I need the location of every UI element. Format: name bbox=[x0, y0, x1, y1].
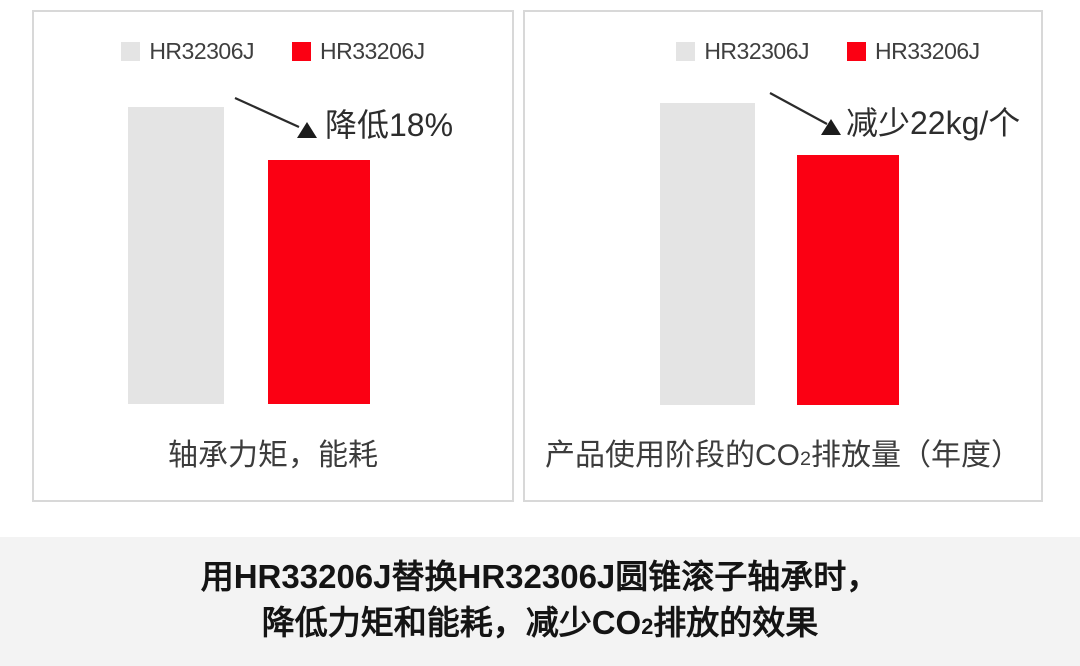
legend: HR32306J HR33206J bbox=[570, 38, 1080, 65]
legend-item-hr32306j: HR32306J bbox=[676, 38, 809, 65]
caption-text: 轴承力矩，能耗 bbox=[168, 439, 378, 472]
banner-line-2-subscript: 2 bbox=[641, 613, 654, 639]
legend-label-hr32306j: HR32306J bbox=[704, 38, 809, 64]
caption-text-post: 排放量（年度） bbox=[811, 439, 1021, 472]
banner-line-2-text: 降低力矩和能耗，减少CO bbox=[261, 603, 642, 641]
caption-co2-emission: 产品使用阶段的CO2排放量（年度） bbox=[525, 430, 1041, 474]
annotation-reduction-18pct: 降低18% bbox=[325, 107, 454, 143]
annotation-reduction-22kg: 减少22kg/个 bbox=[846, 105, 1021, 141]
panel-co2-emission: HR32306J HR33206J 减少22kg/个 产品使用阶段的CO2排放量… bbox=[523, 10, 1043, 502]
reduction-arrow-icon bbox=[234, 96, 317, 138]
caption-torque-energy: 轴承力矩，能耗 bbox=[34, 430, 512, 474]
bar-hr32306j-torque bbox=[128, 107, 224, 404]
legend-item-hr33206j: HR33206J bbox=[847, 38, 980, 65]
legend-item-hr32306j: HR32306J bbox=[121, 38, 254, 65]
banner-line-2-text-post: 排放的效果 bbox=[653, 603, 819, 641]
bar-hr33206j-torque bbox=[268, 160, 370, 404]
caption-text: 产品使用阶段的CO bbox=[544, 439, 800, 472]
legend-item-hr33206j: HR33206J bbox=[292, 38, 425, 65]
reduction-arrow-icon bbox=[769, 92, 841, 135]
legend: HR32306J HR33206J bbox=[34, 38, 512, 65]
banner-line-2: 降低力矩和能耗，减少CO2排放的效果 bbox=[262, 600, 819, 650]
legend-swatch-hr33206j bbox=[847, 42, 866, 61]
legend-label-hr32306j: HR32306J bbox=[149, 38, 254, 64]
legend-swatch-hr32306j bbox=[121, 42, 141, 61]
banner-line-1: 用HR33206J替换HR32306J圆锥滚子轴承时， bbox=[200, 557, 880, 595]
bar-hr33206j-co2 bbox=[797, 155, 899, 405]
legend-label-hr33206j: HR33206J bbox=[320, 38, 425, 64]
legend-label-hr33206j: HR33206J bbox=[875, 38, 980, 64]
panel-torque-energy: HR32306J HR33206J 降低18% 轴承力矩，能耗 bbox=[32, 10, 514, 502]
summary-banner: 用HR33206J替换HR32306J圆锥滚子轴承时， 降低力矩和能耗，减少CO… bbox=[0, 537, 1080, 666]
bar-hr32306j-co2 bbox=[660, 103, 755, 405]
caption-subscript: 2 bbox=[799, 448, 811, 470]
legend-swatch-hr32306j bbox=[676, 42, 696, 61]
legend-swatch-hr33206j bbox=[292, 42, 311, 61]
